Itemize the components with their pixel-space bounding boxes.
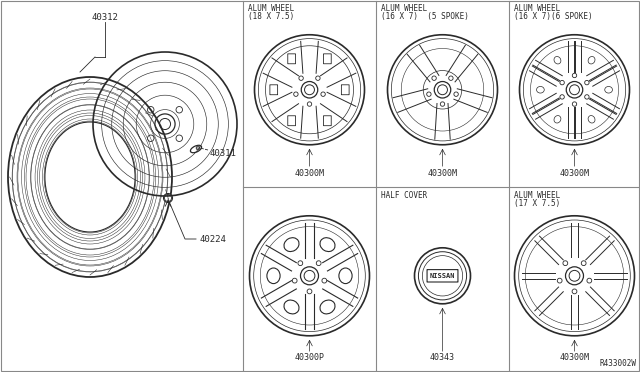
Ellipse shape <box>163 193 173 202</box>
Text: 40343: 40343 <box>430 353 455 362</box>
Text: 40300M: 40300M <box>559 353 589 362</box>
Text: HALF COVER: HALF COVER <box>381 191 428 200</box>
Text: 40312: 40312 <box>92 13 118 22</box>
Text: (16 X 7)(6 SPOKE): (16 X 7)(6 SPOKE) <box>514 12 593 21</box>
Ellipse shape <box>45 122 135 232</box>
Text: 40300M: 40300M <box>559 169 589 177</box>
Text: ALUM WHEEL: ALUM WHEEL <box>514 191 560 200</box>
Text: 40311: 40311 <box>210 150 237 158</box>
Text: (16 X 7)  (5 SPOKE): (16 X 7) (5 SPOKE) <box>381 12 469 21</box>
Text: ALUM WHEEL: ALUM WHEEL <box>514 4 560 13</box>
Text: ALUM WHEEL: ALUM WHEEL <box>248 4 294 13</box>
Text: 40300P: 40300P <box>294 353 324 362</box>
Text: 40300M: 40300M <box>294 169 324 177</box>
Text: (17 X 7.5): (17 X 7.5) <box>514 199 560 208</box>
Text: ALUM WHEEL: ALUM WHEEL <box>381 4 428 13</box>
Text: NISSAN: NISSAN <box>429 273 455 279</box>
Text: 40300M: 40300M <box>428 169 458 177</box>
Ellipse shape <box>191 145 202 153</box>
Text: (18 X 7.5): (18 X 7.5) <box>248 12 294 21</box>
Text: 40224: 40224 <box>200 234 227 244</box>
Text: R433002W: R433002W <box>599 359 636 368</box>
